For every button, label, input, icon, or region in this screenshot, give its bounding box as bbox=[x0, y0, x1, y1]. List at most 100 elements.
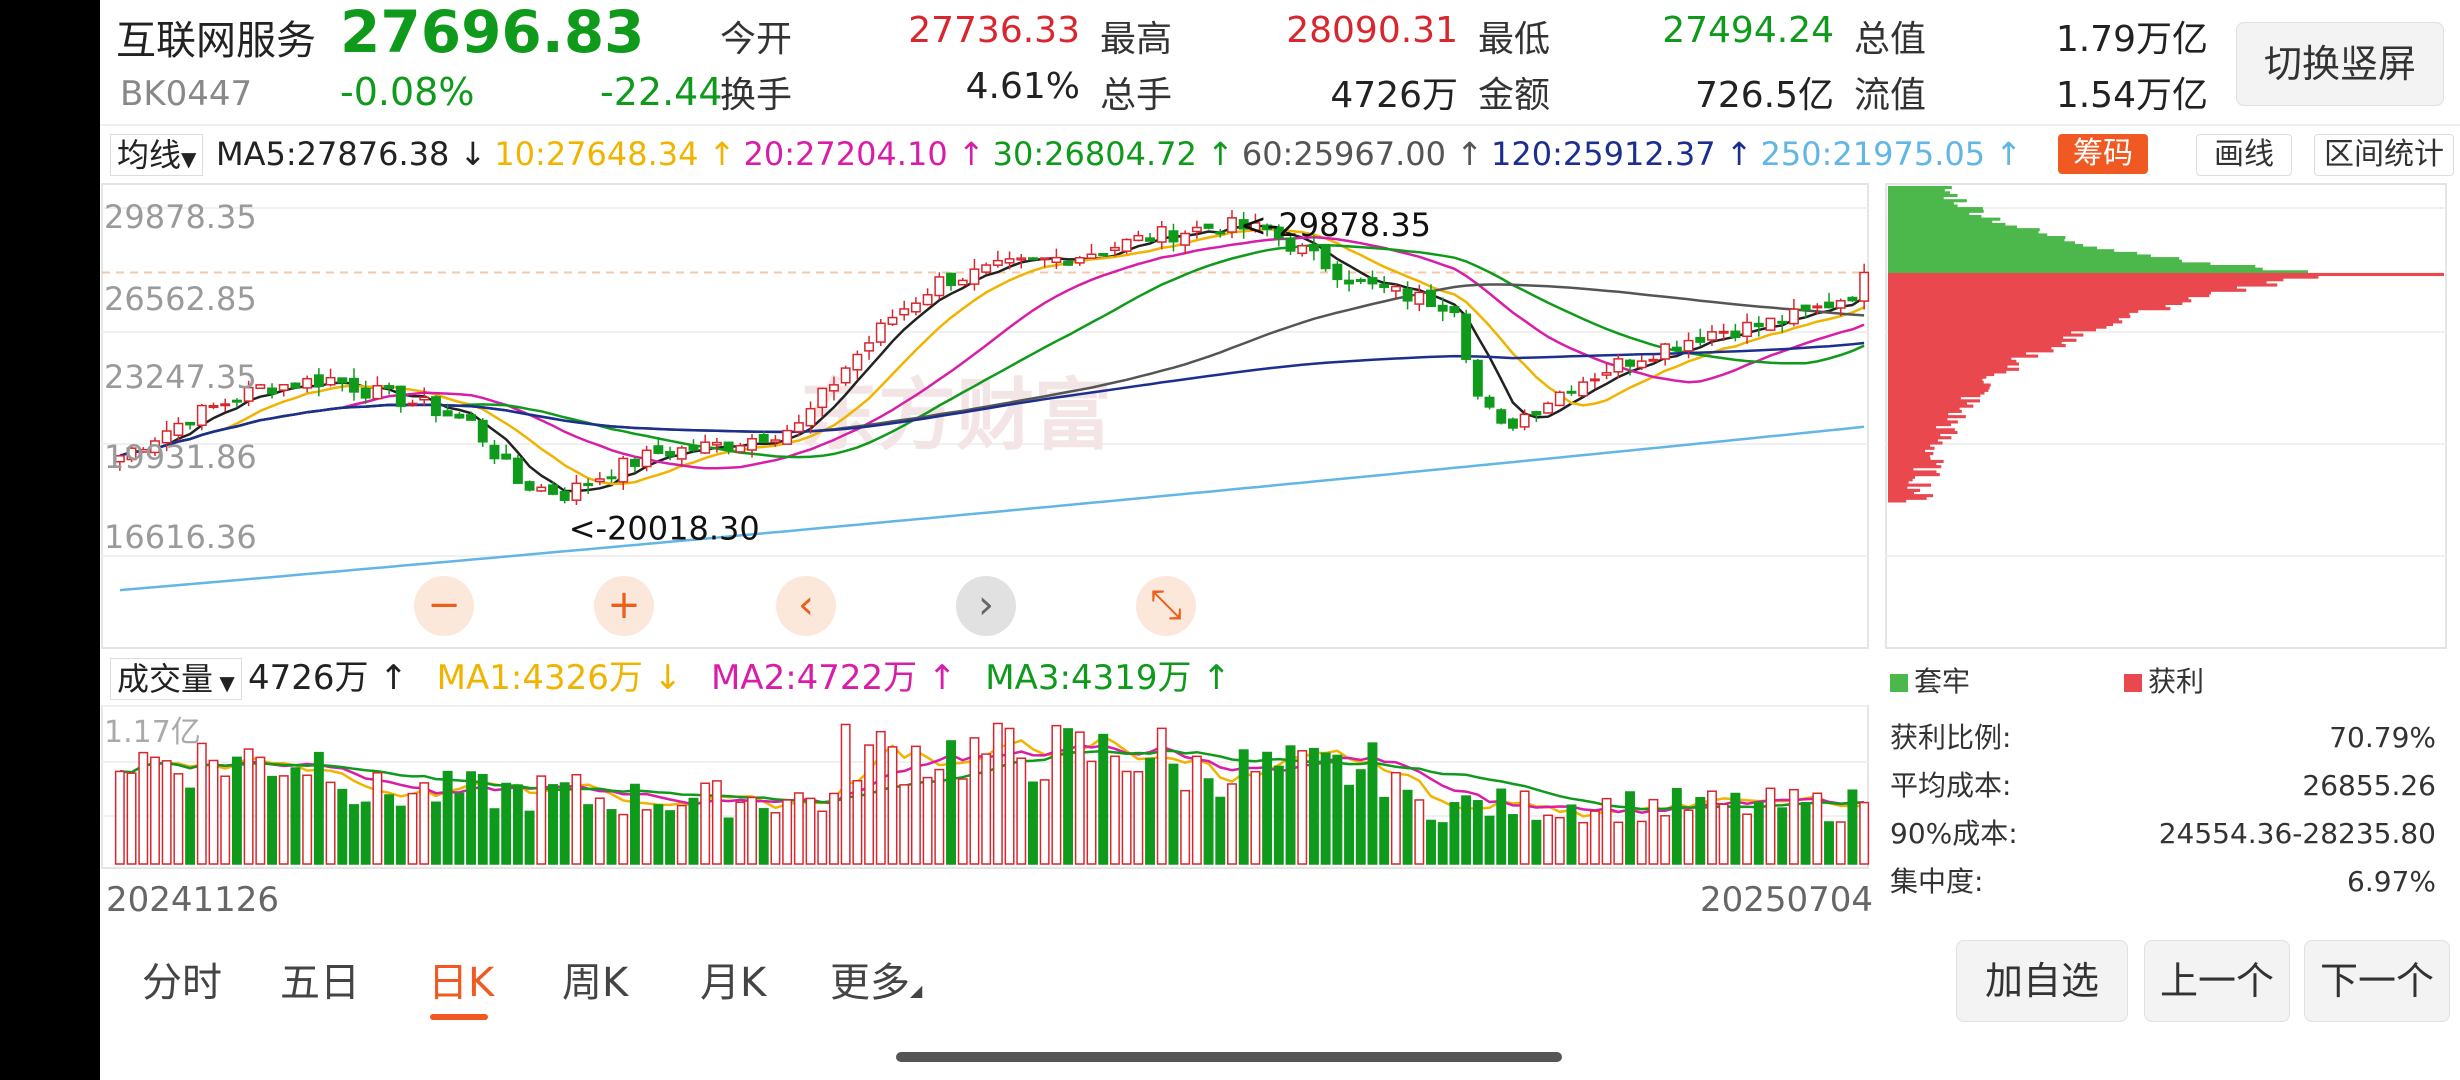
volume-bar bbox=[395, 805, 406, 865]
volume-bar bbox=[934, 768, 945, 865]
next-stock-button[interactable]: 下一个 bbox=[2304, 940, 2450, 1022]
add-watchlist-button[interactable]: 加自选 bbox=[1956, 940, 2128, 1022]
candle-body bbox=[512, 457, 523, 484]
dropdown-icon: ▼ bbox=[181, 147, 197, 171]
chip-bar bbox=[1888, 249, 2115, 253]
zoom-out-icon[interactable]: − bbox=[414, 576, 474, 636]
volume-selector[interactable]: 成交量 ▼ bbox=[110, 658, 242, 700]
candle-body bbox=[1683, 339, 1694, 352]
tab-5[interactable]: 更多◢ bbox=[830, 950, 922, 1008]
volume-bar bbox=[688, 797, 699, 865]
prev-stock-button[interactable]: 上一个 bbox=[2144, 940, 2290, 1022]
candle bbox=[1859, 263, 1870, 310]
candle-body bbox=[477, 419, 488, 443]
chip-bar bbox=[1888, 320, 2123, 324]
candle-body bbox=[793, 422, 804, 433]
candle bbox=[1109, 241, 1120, 257]
pan-right-icon[interactable]: › bbox=[956, 576, 1016, 636]
chip-bar bbox=[1888, 430, 1958, 435]
stat-label: 最低 bbox=[1478, 19, 1551, 60]
candle-body bbox=[840, 367, 851, 384]
candle-body bbox=[1578, 381, 1589, 397]
chip-bar bbox=[1888, 186, 1952, 190]
chip-bar bbox=[1888, 394, 1981, 398]
volume-bar bbox=[325, 781, 336, 865]
candle bbox=[1063, 260, 1074, 266]
tab-0[interactable]: 分时 bbox=[142, 950, 222, 1008]
candle bbox=[1449, 305, 1460, 318]
ma-value-3: 30:26804.72 ↑ bbox=[992, 135, 1234, 173]
tab-4[interactable]: 月K bbox=[700, 950, 766, 1008]
candle-body bbox=[1390, 285, 1401, 292]
candle-body bbox=[981, 264, 992, 273]
volume-bar bbox=[793, 792, 804, 865]
volume-bar bbox=[992, 722, 1003, 865]
ma-selector[interactable]: 均线▼ bbox=[110, 134, 204, 176]
candle bbox=[1051, 248, 1062, 270]
volume-current: 4726万 ↑ bbox=[248, 658, 408, 698]
candle-body bbox=[1449, 306, 1460, 314]
chip-bar bbox=[1888, 459, 1944, 463]
candle bbox=[770, 434, 781, 447]
volume-bar bbox=[489, 808, 500, 865]
candle bbox=[185, 421, 196, 430]
pan-left-icon[interactable]: ‹ bbox=[776, 576, 836, 636]
chip-bar bbox=[1888, 344, 2066, 348]
candle-body bbox=[770, 439, 781, 443]
chip-distribution-button[interactable]: 筹码 bbox=[2058, 134, 2148, 174]
candle-body bbox=[1121, 238, 1132, 252]
candle-body bbox=[313, 374, 324, 388]
candle-body bbox=[1777, 320, 1788, 324]
tab-label: 分时 bbox=[142, 960, 222, 1006]
candle-body bbox=[384, 385, 395, 389]
candle bbox=[442, 403, 453, 417]
switch-portrait-button[interactable]: 切换竖屏 bbox=[2236, 22, 2444, 106]
price-chart[interactable]: 东方财富 29878.3526562.8523247.3519931.86166… bbox=[100, 182, 1880, 652]
chip-bar bbox=[1888, 401, 1967, 406]
candle-body bbox=[1660, 343, 1671, 360]
volume-chart[interactable]: 1.17亿 bbox=[100, 704, 1880, 870]
candle bbox=[1800, 304, 1811, 319]
candle-body bbox=[208, 405, 219, 409]
volume-bar bbox=[1496, 788, 1507, 865]
draw-line-button[interactable]: 画线 bbox=[2196, 134, 2292, 176]
chip-bar bbox=[1888, 499, 1907, 503]
candle bbox=[267, 383, 278, 399]
volume-bar bbox=[828, 792, 839, 865]
candle bbox=[290, 382, 301, 389]
candle-body bbox=[618, 457, 629, 483]
range-stats-button[interactable]: 区间统计 bbox=[2314, 134, 2454, 176]
zoom-in-icon[interactable]: + bbox=[594, 576, 654, 636]
chip-bar bbox=[1888, 243, 2084, 248]
volume-bar bbox=[946, 740, 956, 865]
candle-body bbox=[594, 478, 605, 483]
chip-info-row: 获利比例: 70.79% bbox=[1890, 716, 2436, 760]
volume-bar bbox=[1039, 779, 1050, 865]
candle bbox=[735, 442, 746, 453]
candle-body bbox=[1484, 396, 1495, 408]
candle bbox=[196, 403, 207, 431]
volume-bar bbox=[1859, 801, 1870, 865]
candle-body bbox=[1671, 346, 1682, 351]
tab-1[interactable]: 五日 bbox=[280, 950, 360, 1008]
candle bbox=[1812, 303, 1823, 315]
volume-bar bbox=[313, 751, 324, 865]
volume-bar bbox=[1285, 745, 1296, 865]
volume-bar bbox=[1004, 727, 1015, 865]
chip-bar bbox=[1888, 228, 2040, 232]
candle bbox=[1777, 314, 1788, 333]
volume-bar bbox=[1601, 797, 1612, 865]
tab-2[interactable]: 日K bbox=[428, 950, 494, 1020]
tab-3[interactable]: 周K bbox=[562, 950, 628, 1008]
candle bbox=[641, 445, 652, 472]
candle bbox=[1824, 292, 1834, 309]
candles bbox=[114, 210, 1870, 505]
candle bbox=[1379, 276, 1390, 294]
reset-zoom-icon[interactable]: ⤡ bbox=[1136, 576, 1196, 636]
candle-body bbox=[1566, 390, 1577, 394]
home-indicator[interactable] bbox=[896, 1052, 1562, 1062]
chip-bar bbox=[1888, 312, 2130, 316]
volume-bar bbox=[747, 796, 757, 865]
volume-bar bbox=[1718, 803, 1729, 865]
price-chart-frame bbox=[101, 183, 1869, 649]
